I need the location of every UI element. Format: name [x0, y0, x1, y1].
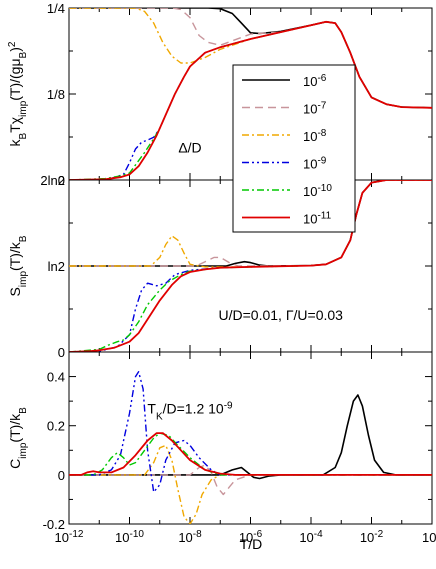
heatcap-series-m6 [69, 394, 432, 480]
susceptibility-panel: 0 1/8 1/4 kBTχimp(T)/(gμB)2 Δ/D [7, 1, 433, 188]
entropy-annotation: U/D=0.01, Γ/U=0.03 [219, 307, 344, 323]
chi-y-axis-label: kBTχimp(T)/(gμB)2 [7, 41, 29, 146]
legend-label: 10-7 [303, 100, 327, 117]
x-tick-label: 10-8 [178, 529, 202, 546]
x-tick-label: 10-12 [55, 529, 84, 546]
legend-box [232, 64, 356, 233]
entropy-series-m11 [69, 180, 432, 352]
heatcap-series-m8 [69, 444, 432, 524]
x-tick-label: 10-2 [360, 529, 384, 546]
y-tick-label: ln2 [48, 259, 65, 274]
y-tick-label: -0.2 [43, 517, 65, 532]
y-tick-label: 0 [58, 173, 65, 188]
y-tick-label: 0.2 [47, 419, 65, 434]
legend-label: 10-10 [303, 183, 332, 200]
x-axis-label: T/D [240, 536, 263, 552]
heatcap-series-m10 [69, 432, 432, 476]
x-axis: 10-12 10-10 10-8 10-6 10-4 10-2 100 [55, 529, 436, 546]
entropy-panel: 0 ln2 2ln2 Simp(T)/kB U/D=0.01, Γ/U=0.03 [7, 173, 433, 360]
entropy-y-axis-label: Simp(T)/kB [7, 235, 29, 296]
x-tick-label: 10-10 [115, 529, 144, 546]
y-tick-label: 0 [58, 468, 65, 483]
legend-label: 10-6 [303, 73, 327, 90]
chi-series-m11 [69, 20, 432, 180]
legend-label: 10-11 [303, 210, 332, 227]
y-tick-label: 2ln2 [40, 173, 65, 188]
y-tick-label: 1/8 [47, 87, 65, 102]
x-tick-label: 100 [422, 529, 436, 546]
y-tick-label: 1/4 [47, 1, 65, 16]
heat-capacity-panel: -0.2 0 0.2 0.4 Cimp(T)/kB TK/D=1.2 10-9 [7, 351, 433, 532]
heatcap-y-axis-label: Cimp(T)/kB [7, 407, 29, 469]
y-tick-label: 0 [58, 345, 65, 360]
x-tick-label: 10-6 [239, 529, 263, 546]
x-tick-label: 10-4 [299, 529, 323, 546]
heatcap-annotation: TK/D=1.2 10-9 [147, 400, 233, 422]
chi-annotation: Δ/D [178, 139, 201, 155]
heatcap-series-m7 [69, 464, 432, 496]
y-tick-label: 0.4 [47, 370, 65, 385]
legend: 10-6 10-7 10-8 10-9 10-10 10-11 [232, 64, 356, 233]
heatcap-series-m11 [69, 432, 432, 476]
legend-label: 10-8 [303, 128, 327, 145]
heatcap-frame [68, 351, 433, 525]
legend-label: 10-9 [303, 155, 327, 172]
